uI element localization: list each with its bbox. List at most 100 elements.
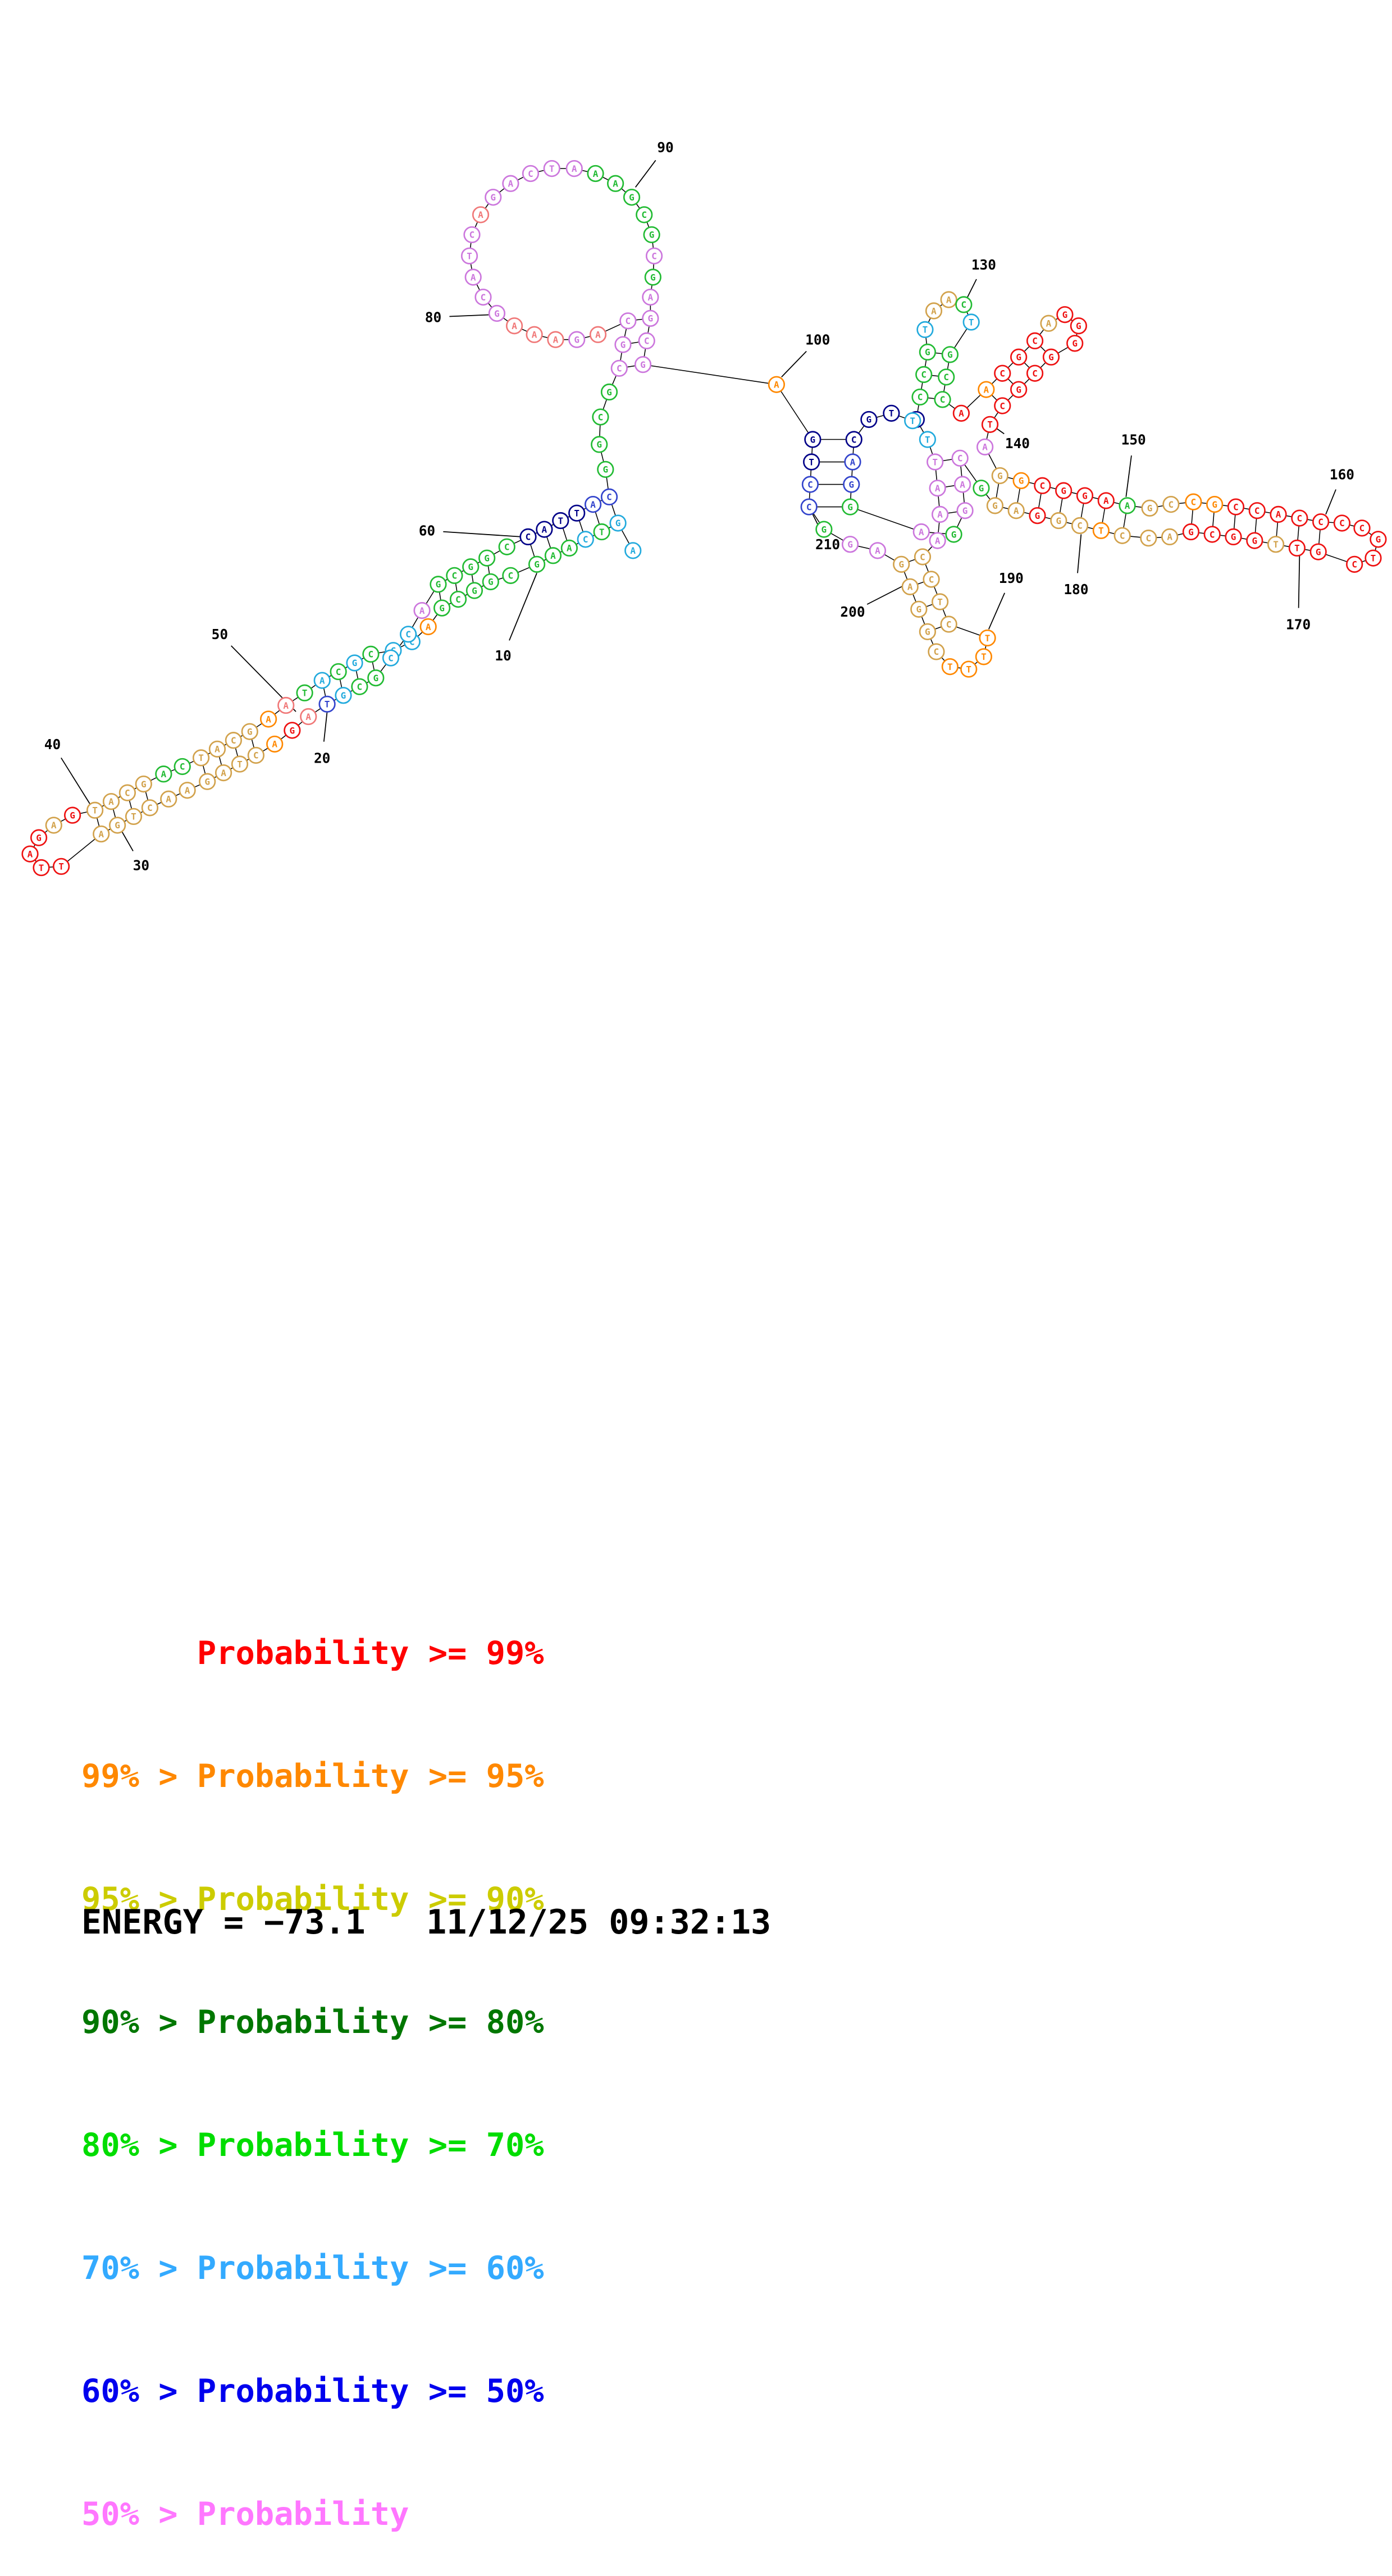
nucleotide-base-letter: C bbox=[641, 209, 647, 220]
nucleotide-base-letter: C bbox=[1146, 533, 1152, 544]
nucleotide-base-letter: G bbox=[1062, 309, 1068, 320]
nucleotide-circle bbox=[568, 331, 586, 348]
nucleotide-base-letter: A bbox=[935, 483, 941, 494]
nucleotide-base-letter: A bbox=[550, 550, 556, 561]
nucleotide-base-letter: A bbox=[214, 744, 220, 755]
nucleotide-circle bbox=[547, 331, 564, 348]
nucleotide-base-letter: G bbox=[951, 529, 957, 540]
label-leader-line bbox=[1125, 455, 1132, 497]
nucleotide-circle bbox=[915, 366, 933, 384]
position-label: 40 bbox=[44, 736, 61, 753]
nucleotide-circle bbox=[399, 626, 417, 643]
nucleotide-base-letter: C bbox=[1233, 501, 1239, 512]
nucleotide-base-letter: C bbox=[452, 571, 458, 581]
nucleotide-circle bbox=[225, 732, 242, 749]
nucleotide-base-letter: C bbox=[1352, 559, 1357, 570]
nucleotide-circle bbox=[951, 449, 969, 467]
nucleotide-base-letter: G bbox=[847, 539, 853, 550]
position-label: 90 bbox=[657, 139, 673, 156]
nucleotide-base-letter: A bbox=[283, 700, 289, 711]
nucleotide-circle bbox=[1309, 543, 1327, 560]
nucleotide-circle bbox=[904, 412, 921, 430]
nucleotide-circle bbox=[981, 416, 999, 433]
nucleotide-base-letter: A bbox=[1046, 318, 1052, 329]
nucleotide-circle bbox=[485, 189, 502, 206]
nucleotide-circle bbox=[940, 615, 957, 633]
nucleotide-base-letter: C bbox=[940, 394, 946, 405]
nucleotide-base-letter: A bbox=[221, 768, 226, 778]
nucleotide-base-letter: G bbox=[640, 359, 646, 370]
nucleotide-base-letter: G bbox=[1061, 485, 1066, 496]
nucleotide-base-letter: A bbox=[984, 384, 989, 395]
nucleotide-circle bbox=[125, 808, 143, 826]
nucleotide-base-letter: A bbox=[1276, 509, 1281, 520]
nucleotide-circle bbox=[1012, 472, 1030, 489]
nucleotide-circle bbox=[560, 539, 578, 557]
nucleotide-circle bbox=[1026, 364, 1044, 382]
nucleotide-base-letter: G bbox=[574, 334, 579, 345]
nucleotide-base-letter: C bbox=[1210, 529, 1215, 540]
nucleotide-base-letter: C bbox=[921, 370, 927, 380]
nucleotide-circle bbox=[346, 654, 363, 672]
label-leader-line bbox=[635, 159, 656, 188]
nucleotide-circle bbox=[644, 268, 661, 286]
nucleotide-circle bbox=[179, 782, 196, 799]
nucleotide-circle bbox=[1182, 523, 1200, 541]
nucleotide-base-letter: C bbox=[617, 363, 622, 374]
nucleotide-base-letter: A bbox=[595, 330, 601, 340]
nucleotide-circle bbox=[919, 343, 936, 361]
nucleotide-circle bbox=[592, 408, 609, 426]
nucleotide-circle bbox=[1029, 507, 1046, 525]
nucleotide-base-letter: G bbox=[534, 559, 540, 570]
nucleotide-circle bbox=[536, 521, 553, 538]
nucleotide-circle bbox=[577, 531, 594, 548]
nucleotide-base-letter: C bbox=[409, 636, 415, 647]
label-leader-line bbox=[996, 427, 1005, 435]
nucleotide-base-letter: T bbox=[131, 811, 136, 822]
nucleotide-circle bbox=[474, 288, 492, 306]
nucleotide-base-letter: G bbox=[596, 439, 602, 450]
nucleotide-circle bbox=[1203, 526, 1221, 543]
nucleotide-base-letter: C bbox=[147, 803, 153, 813]
nucleotide-base-letter: C bbox=[999, 368, 1005, 379]
nucleotide-circle bbox=[522, 165, 540, 183]
nucleotide-base-letter: T bbox=[1273, 539, 1279, 550]
nucleotide-circle bbox=[199, 773, 216, 790]
nucleotide-circle bbox=[1185, 493, 1202, 510]
nucleotide-circle bbox=[419, 618, 437, 636]
nucleotide-base-letter: T bbox=[1294, 543, 1300, 554]
nucleotide-base-letter: G bbox=[898, 559, 904, 570]
nucleotide-circle bbox=[934, 391, 951, 408]
nucleotide-base-letter: C bbox=[368, 649, 374, 660]
nucleotide-circle bbox=[804, 431, 821, 448]
nucleotide-base-letter: C bbox=[1077, 521, 1083, 531]
nucleotide-base-letter: T bbox=[58, 861, 64, 872]
nucleotide-circle bbox=[498, 538, 515, 555]
nucleotide-base-letter: C bbox=[336, 667, 341, 677]
nucleotide-circle bbox=[1070, 317, 1087, 335]
nucleotide-base-letter: C bbox=[583, 534, 588, 545]
nucleotide-base-letter: G bbox=[436, 579, 441, 590]
nucleotide-base-letter: C bbox=[1040, 481, 1046, 491]
nucleotide-circle bbox=[1312, 513, 1330, 531]
nucleotide-base-letter: G bbox=[1016, 384, 1021, 395]
nucleotide-base-letter: A bbox=[185, 785, 190, 796]
nucleotide-circle bbox=[543, 159, 560, 177]
nucleotide-base-letter: C bbox=[851, 434, 857, 445]
nucleotide-circle bbox=[367, 669, 385, 687]
nucleotide-base-letter: A bbox=[960, 479, 965, 490]
label-leader-line bbox=[965, 279, 977, 300]
nucleotide-base-letter: C bbox=[651, 251, 657, 262]
nucleotide-circle bbox=[21, 845, 39, 863]
nucleotide-base-letter: G bbox=[992, 500, 998, 511]
nucleotide-circle bbox=[883, 404, 900, 422]
label-leader-line bbox=[323, 712, 328, 742]
nucleotide-base-letter: T bbox=[987, 420, 993, 430]
nucleotide-circle bbox=[552, 512, 569, 530]
nucleotide-base-letter: T bbox=[966, 664, 971, 674]
nucleotide-base-letter: C bbox=[357, 681, 363, 692]
nucleotide-circle bbox=[1267, 536, 1285, 553]
page: { "energy_text": "ENERGY = −73.1 11/12/2… bbox=[21, 139, 1387, 2533]
nucleotide-circle bbox=[623, 189, 641, 206]
nucleotide-base-letter: G bbox=[494, 308, 500, 319]
